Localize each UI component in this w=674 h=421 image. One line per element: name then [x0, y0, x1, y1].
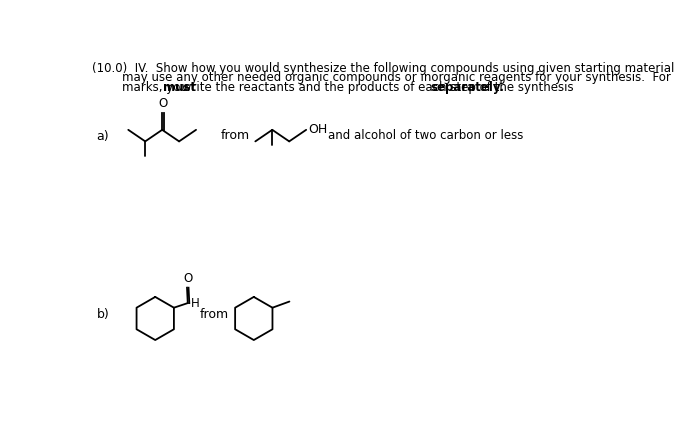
Text: O: O [158, 97, 168, 110]
Text: OH: OH [309, 123, 328, 136]
Text: a): a) [96, 130, 109, 143]
Text: from: from [200, 308, 229, 321]
Text: b): b) [96, 308, 109, 321]
Text: write the reactants and the products of each step of the synthesis: write the reactants and the products of … [178, 80, 578, 93]
Text: and alcohol of two carbon or less: and alcohol of two carbon or less [328, 129, 523, 142]
Text: marks, you: marks, you [92, 80, 191, 93]
Text: may use any other needed organic compounds or inorganic reagents for your synthe: may use any other needed organic compoun… [92, 71, 674, 84]
Text: from: from [220, 129, 250, 142]
Text: separately.: separately. [431, 80, 505, 93]
Text: H: H [191, 297, 200, 310]
Text: must: must [162, 80, 195, 93]
Text: O: O [183, 272, 192, 285]
Text: (10.0)  IV.  Show how you would synthesize the following compounds using given s: (10.0) IV. Show how you would synthesize… [92, 62, 674, 75]
